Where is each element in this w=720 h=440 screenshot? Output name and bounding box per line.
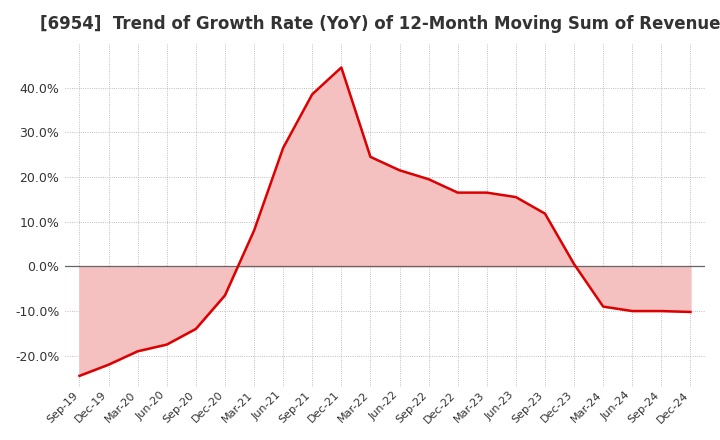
Title: [6954]  Trend of Growth Rate (YoY) of 12-Month Moving Sum of Revenues: [6954] Trend of Growth Rate (YoY) of 12-…	[40, 15, 720, 33]
